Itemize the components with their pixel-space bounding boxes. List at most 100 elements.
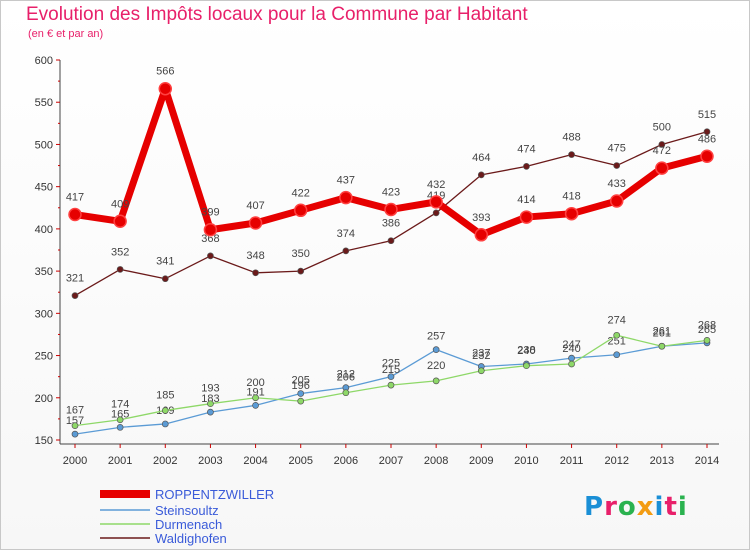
- data-point: [613, 351, 621, 359]
- data-point: [161, 275, 169, 283]
- data-point: [609, 194, 624, 208]
- data-point: [116, 266, 124, 273]
- data-label: 515: [698, 109, 716, 121]
- data-point: [568, 354, 575, 362]
- data-label: 474: [517, 143, 535, 155]
- data-point: [158, 81, 173, 96]
- data-point: [474, 228, 489, 242]
- proxiti-logo: Proxiti: [584, 492, 688, 522]
- y-tick-label: 350: [35, 266, 53, 278]
- data-point: [203, 222, 218, 237]
- data-label: 206: [337, 372, 355, 384]
- data-point: [113, 214, 127, 229]
- data-point: [297, 390, 305, 397]
- data-label: 212: [337, 369, 355, 381]
- chart-title: Evolution des Impôts locaux pour la Comm…: [26, 4, 528, 25]
- y-tick-label: 250: [35, 351, 53, 363]
- data-point: [703, 337, 711, 344]
- data-label: 261: [653, 325, 671, 337]
- data-point: [613, 162, 621, 169]
- data-point: [432, 346, 440, 353]
- data-label: 417: [66, 192, 84, 204]
- data-label: 157: [66, 415, 84, 427]
- data-point: [658, 141, 666, 148]
- data-label: 237: [472, 348, 490, 360]
- legend-label-steinsoultz: Steinsoultz: [155, 503, 219, 518]
- data-label: 566: [156, 66, 174, 78]
- data-label: 165: [111, 408, 129, 420]
- data-point: [384, 202, 398, 217]
- x-tick-label: 2007: [379, 455, 403, 467]
- data-label: 341: [156, 256, 174, 268]
- data-label: 414: [517, 194, 535, 206]
- data-label: 247: [562, 339, 580, 351]
- data-point: [432, 209, 440, 217]
- data-point: [71, 430, 79, 438]
- data-point: [71, 422, 79, 429]
- data-label: 393: [472, 212, 490, 224]
- data-point: [658, 342, 666, 350]
- y-tick-label: 550: [35, 97, 53, 109]
- y-tick-label: 600: [35, 55, 53, 67]
- data-point: [252, 394, 259, 402]
- data-label: 475: [608, 143, 626, 155]
- data-label: 225: [382, 358, 400, 370]
- x-tick-label: 2014: [695, 455, 719, 467]
- x-tick-label: 2008: [424, 455, 448, 467]
- data-point: [161, 420, 169, 428]
- data-label: 193: [201, 383, 219, 395]
- x-tick-label: 2002: [153, 455, 177, 467]
- data-label: 500: [653, 121, 671, 133]
- data-point: [342, 389, 350, 397]
- data-point: [297, 397, 305, 405]
- x-tick-label: 2000: [63, 455, 87, 467]
- data-label: 422: [292, 187, 310, 199]
- data-point: [564, 206, 579, 221]
- x-tick-label: 2009: [469, 455, 493, 467]
- data-label: 418: [562, 191, 580, 203]
- data-point: [252, 402, 259, 409]
- data-point: [523, 362, 530, 370]
- data-point: [613, 331, 621, 339]
- x-tick-label: 2004: [243, 455, 267, 467]
- data-label: 352: [111, 246, 129, 258]
- x-tick-label: 2001: [108, 455, 132, 467]
- legend-label-roppentzwiller: ROPPENTZWILLER: [155, 487, 274, 502]
- data-point: [703, 128, 711, 136]
- x-tick-label: 2006: [334, 455, 358, 467]
- data-label: 472: [653, 145, 671, 157]
- data-label: 265: [698, 324, 716, 336]
- data-point: [342, 247, 350, 255]
- data-point: [71, 292, 79, 299]
- data-label: 433: [608, 178, 626, 190]
- data-point: [252, 269, 259, 277]
- legend-label-durmenach: Durmenach: [155, 517, 222, 532]
- data-point: [429, 195, 443, 209]
- data-label: 240: [517, 345, 535, 357]
- data-point: [293, 203, 308, 218]
- data-label: 386: [382, 218, 400, 230]
- data-point: [387, 237, 395, 245]
- data-label: 350: [292, 248, 310, 260]
- data-label: 399: [201, 207, 219, 219]
- data-point: [116, 423, 124, 431]
- chart-subtitle: (en € et par an): [28, 28, 104, 40]
- data-label: 368: [201, 233, 219, 245]
- data-point: [519, 210, 534, 224]
- y-tick-label: 150: [35, 435, 53, 447]
- data-point: [339, 190, 353, 205]
- data-label: 321: [66, 273, 84, 285]
- data-point: [477, 367, 485, 375]
- data-label: 407: [246, 200, 264, 212]
- data-point: [523, 163, 530, 170]
- data-label: 215: [382, 364, 400, 376]
- x-tick-label: 2005: [288, 455, 312, 467]
- data-label: 185: [156, 389, 174, 401]
- data-point: [297, 267, 305, 275]
- data-point: [700, 149, 714, 164]
- legend-label-waldighofen: Waldighofen: [155, 531, 227, 546]
- data-point: [207, 408, 214, 416]
- data-point: [116, 416, 124, 424]
- y-tick-label: 200: [35, 393, 53, 405]
